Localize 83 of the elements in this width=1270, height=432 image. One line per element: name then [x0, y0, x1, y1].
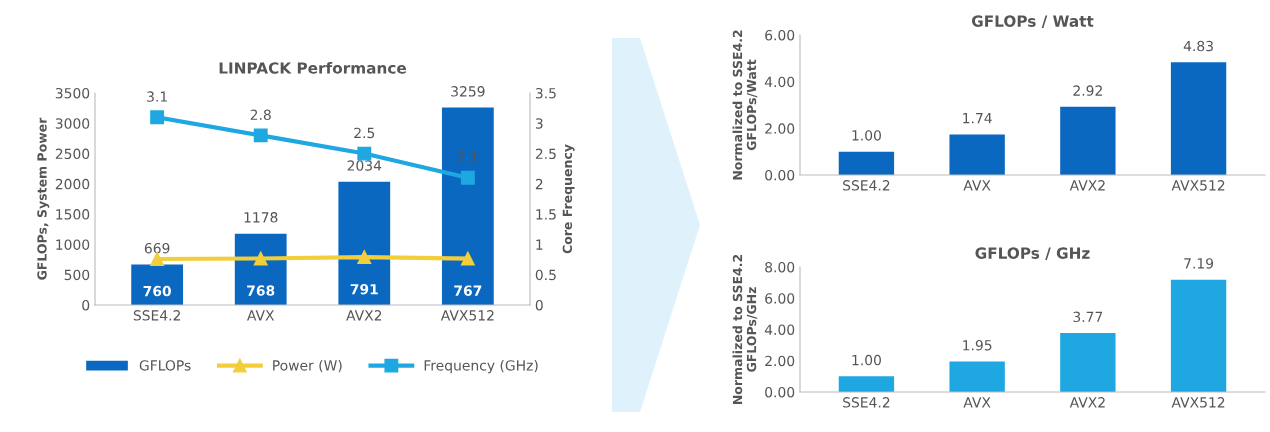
- data-label: 2.1: [457, 151, 478, 163]
- x-tick-label: SSE4.2: [133, 310, 180, 321]
- y2-tick-label: 3.5: [535, 87, 556, 99]
- bar: [838, 376, 895, 392]
- x-tick-label: AVX: [963, 397, 991, 408]
- y2-tick-label: 1.5: [536, 209, 556, 220]
- y-tick-label: 1500: [56, 209, 90, 220]
- data-label: 2.8: [250, 109, 271, 120]
- data-label: 2.92: [1073, 85, 1102, 96]
- data-label: 767: [454, 285, 482, 296]
- point: [150, 110, 165, 125]
- data-label: 1178: [244, 212, 278, 223]
- bar: [234, 233, 287, 305]
- y-axis-title: Normalized to SSE4.2 GFLOPs/GHz: [732, 254, 758, 405]
- x-tick-label: SSE4.2: [843, 180, 890, 191]
- y-tick-label: 2500: [55, 148, 90, 160]
- bar: [1060, 106, 1116, 175]
- y-tick-label: 500: [64, 269, 90, 281]
- data-label: 2034: [347, 160, 382, 171]
- data-label: 2.5: [354, 127, 375, 139]
- legend-label: Power (W): [273, 359, 342, 373]
- data-label: 7.19: [1184, 258, 1214, 269]
- bar: [1170, 279, 1227, 392]
- y-tick-label: 0.00: [765, 386, 795, 398]
- bar: [949, 134, 1005, 175]
- y-tick-label: 0: [82, 299, 90, 311]
- y-tick-label: 2.00: [765, 355, 795, 367]
- data-label: 1.74: [963, 113, 992, 124]
- y-tick-label: 2000: [55, 178, 90, 190]
- y2-tick-label: 3: [535, 118, 543, 129]
- x-tick-label: AVX: [963, 180, 991, 191]
- legend-label: GFLOPs: [139, 360, 191, 371]
- y-tick-label: 8.00: [765, 261, 795, 273]
- y-tick-label: 2.00: [765, 123, 795, 134]
- y2-tick-label: 1: [536, 239, 543, 250]
- legend-label: Frequency (GHz): [424, 359, 538, 374]
- data-label: 669: [144, 242, 170, 254]
- x-tick-label: AVX2: [1069, 397, 1105, 408]
- y-tick-label: 3500: [55, 87, 90, 99]
- y-tick-label: 1000: [56, 239, 90, 250]
- data-label: 1.00: [852, 354, 881, 366]
- point: [357, 146, 372, 161]
- chart-title: GFLOPs / GHz: [975, 247, 1090, 261]
- x-tick-label: SSE4.2: [843, 397, 890, 408]
- y-tick-label: 0.00: [765, 169, 795, 181]
- bar: [949, 361, 1005, 392]
- bar: [1060, 333, 1116, 392]
- point: [460, 170, 475, 185]
- y-tick-label: 4.00: [764, 324, 795, 335]
- y-tick-label: 6.00: [765, 29, 795, 41]
- y2-tick-label: 0.5: [535, 269, 556, 281]
- y-axis-title: GFLOPs, System Power: [37, 117, 50, 280]
- data-label: 768: [247, 285, 275, 296]
- bar: [441, 107, 494, 305]
- data-label: 1.00: [852, 130, 881, 141]
- data-label: 1.95: [963, 340, 992, 351]
- x-tick-label: AVX2: [1069, 180, 1105, 191]
- y2-axis-title: Core Frequency: [562, 144, 575, 254]
- chart-title: LINPACK Performance: [219, 61, 407, 74]
- x-tick-label: AVX: [247, 310, 275, 321]
- x-tick-label: AVX512: [440, 310, 494, 321]
- data-label: 3.77: [1073, 311, 1103, 323]
- y-tick-label: 3000: [55, 118, 90, 129]
- data-label: 3.1: [147, 91, 167, 102]
- data-label: 4.83: [1183, 40, 1213, 52]
- data-label: 791: [350, 283, 378, 295]
- y-axis-title: Normalized to SSE4.2 GFLOPs/Watt: [732, 30, 758, 180]
- chart-title: GFLOPs / Watt: [971, 15, 1094, 29]
- data-label: 3259: [451, 86, 485, 97]
- data-label: 760: [143, 285, 171, 297]
- bar: [1170, 62, 1227, 175]
- y2-tick-label: 2.5: [535, 148, 556, 160]
- y-tick-label: 6.00: [765, 293, 795, 304]
- bar: [338, 181, 391, 305]
- x-tick-label: AVX2: [346, 310, 382, 321]
- y-tick-label: 4.00: [764, 76, 795, 88]
- y2-tick-label: 0: [535, 299, 543, 311]
- y2-tick-label: 2: [535, 178, 543, 190]
- x-tick-label: AVX512: [1171, 397, 1225, 408]
- point: [253, 128, 268, 143]
- bar: [131, 264, 184, 305]
- bar: [838, 151, 895, 175]
- x-tick-label: AVX512: [1171, 180, 1225, 191]
